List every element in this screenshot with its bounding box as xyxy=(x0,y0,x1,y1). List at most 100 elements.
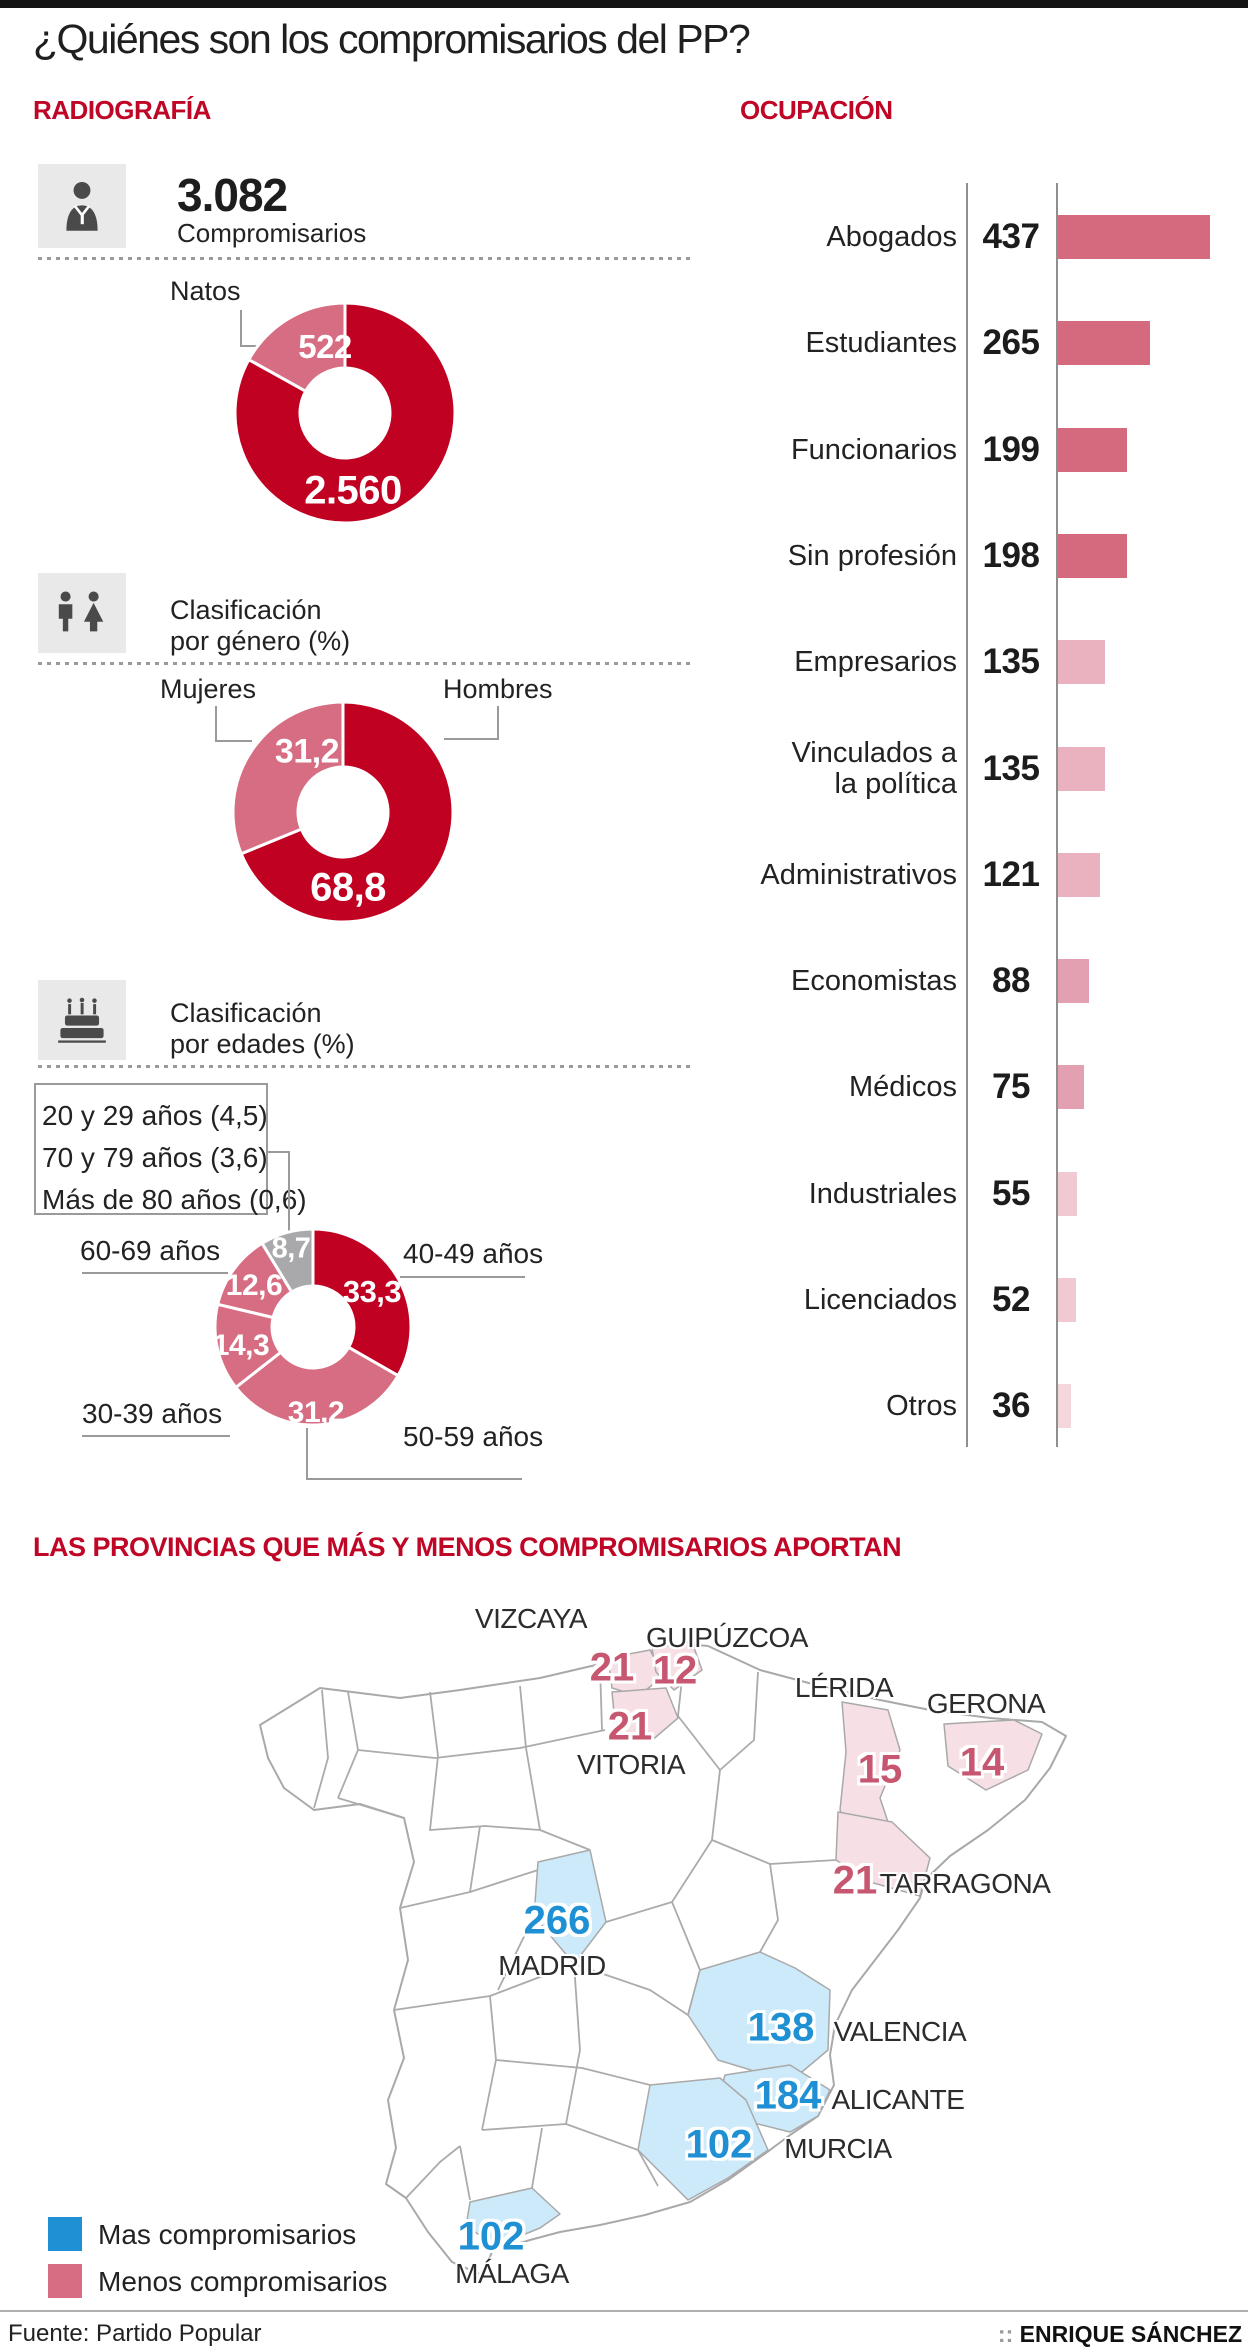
occupation-value-4: 135 xyxy=(982,642,1040,681)
mujeres-connector-v xyxy=(215,706,217,740)
section-heading-provincias: LAS PROVINCIAS QUE MÁS Y MENOS COMPROMIS… xyxy=(33,1532,902,1562)
ages-note-line-3: Más de 80 años (0,6) xyxy=(42,1184,307,1215)
donut-natos xyxy=(233,301,457,525)
occupation-label-8: Médicos xyxy=(700,1053,957,1121)
occupation-value-11: 36 xyxy=(992,1386,1030,1425)
age-connector-50-59-v xyxy=(306,1428,308,1478)
delegate-icon-box xyxy=(38,164,126,248)
map-province-value-madrid: 266 xyxy=(523,1898,591,1943)
birthday-cake-icon xyxy=(58,997,106,1043)
occupation-bar-10 xyxy=(1058,1278,1076,1322)
footer-credit: :: ENRIQUE SÁNCHEZ xyxy=(998,2321,1242,2348)
age-underline-60-69 xyxy=(82,1272,228,1274)
occupation-label-line1: Administrativos xyxy=(760,858,957,891)
donut-edades-slice-4 xyxy=(260,1227,315,1295)
mujeres-connector-h xyxy=(215,740,252,742)
occupation-label-line1: Industriales xyxy=(808,1177,957,1210)
total-label: Compromisarios xyxy=(177,218,367,248)
occupation-label-line1: Economistas xyxy=(790,964,957,997)
occupation-value-3: 198 xyxy=(982,536,1040,575)
age-label-40-49: 40-49 años xyxy=(403,1238,544,1269)
occupation-value-7: 88 xyxy=(992,961,1030,1000)
occupation-label-7: Economistas xyxy=(700,947,957,1015)
map-province-value-murcia: 102 xyxy=(685,2122,753,2167)
occupation-label-line2: la política xyxy=(834,768,957,800)
donut-genero-slice-1 xyxy=(231,700,345,856)
person-icon xyxy=(66,181,98,231)
ages-note-connector-h xyxy=(268,1151,290,1153)
man-woman-icon xyxy=(58,591,104,632)
ages-icon-box xyxy=(38,980,126,1060)
occupation-label-line1: Otros xyxy=(886,1389,957,1422)
occupation-bar-9 xyxy=(1058,1172,1077,1216)
occupation-label-9: Industriales xyxy=(700,1160,957,1228)
gender-icon-box xyxy=(38,573,126,653)
province-borders xyxy=(313,1659,837,2201)
age-connector-50-59-h xyxy=(306,1478,522,1480)
ages-note-line-2: 70 y 79 años (3,6) xyxy=(42,1142,268,1173)
separator-dotted-1 xyxy=(38,257,690,260)
top-border-bar xyxy=(0,0,1248,8)
total-number: 3.082 xyxy=(177,169,288,221)
occupation-bar-2 xyxy=(1058,428,1127,472)
map-province-name-vitoria: VITORIA xyxy=(576,1749,686,1780)
province-madrid xyxy=(533,1849,607,1965)
donut-edades-value-3: 12,6 xyxy=(225,1269,283,1302)
occupation-label-4: Empresarios xyxy=(700,628,957,696)
occupation-label-line1: Funcionarios xyxy=(790,433,957,466)
occupation-bar-11 xyxy=(1058,1384,1071,1428)
age-label-30-39: 30-39 años xyxy=(82,1398,223,1429)
age-underline-30-39 xyxy=(82,1435,230,1437)
occupation-label-line1: Estudiantes xyxy=(805,326,957,359)
occupation-bar-3 xyxy=(1058,534,1127,578)
map-province-value-lerida: 15 xyxy=(857,1747,903,1792)
legend-label-mas: Mas compromisarios xyxy=(98,2219,357,2250)
donut-edades-value-1: 31,2 xyxy=(287,1396,345,1429)
donut-edades-slice-0 xyxy=(311,1227,413,1378)
map-province-value-guipuzcoa: 12 xyxy=(652,1648,698,1693)
occupation-label-1: Estudiantes xyxy=(700,309,957,377)
occupation-label-10: Licenciados xyxy=(700,1266,957,1334)
occupation-label-11: Otros xyxy=(700,1372,957,1440)
hombres-connector-h xyxy=(444,738,499,740)
donut-genero-value-1: 31,2 xyxy=(274,732,340,771)
gender-title-line1: Clasificación xyxy=(170,595,322,625)
occupation-value-0: 437 xyxy=(982,217,1040,256)
occupation-value-2: 199 xyxy=(982,430,1040,469)
map-province-name-malaga: MÁLAGA xyxy=(455,2258,569,2289)
donut-natos-value-0: 2.560 xyxy=(304,468,402,513)
donut-natos-slice-1 xyxy=(246,301,347,394)
natos-connector-v xyxy=(240,310,242,345)
mujeres-label: Mujeres xyxy=(160,674,257,704)
occupation-bar-8 xyxy=(1058,1065,1084,1109)
age-label-60-69: 60-69 años xyxy=(80,1235,221,1266)
highlighted-provinces xyxy=(465,1641,1043,2247)
map-province-name-tarragona: TARRAGONA xyxy=(879,1868,1051,1899)
natos-label: Natos xyxy=(170,276,241,306)
map-province-value-vizcaya: 21 xyxy=(589,1645,635,1690)
map-province-name-lerida: LÉRIDA xyxy=(794,1672,894,1703)
province-alava xyxy=(611,1687,679,1743)
hombres-label: Hombres xyxy=(443,674,553,704)
map-province-value-valencia: 138 xyxy=(747,2005,815,2050)
donut-genero-value-0: 68,8 xyxy=(310,865,386,910)
occupation-label-line1: Licenciados xyxy=(803,1283,957,1316)
donut-genero xyxy=(231,700,455,924)
occupation-label-line1: Médicos xyxy=(849,1070,957,1103)
map-province-name-vizcaya: VIZCAYA xyxy=(474,1603,588,1634)
page-title: ¿Quiénes son los compromisarios del PP? xyxy=(33,16,751,62)
province-murcia xyxy=(637,2077,769,2201)
occupation-label-line1: Vinculados a xyxy=(791,737,957,769)
occupation-value-10: 52 xyxy=(992,1280,1030,1319)
gender-title-line2: por género (%) xyxy=(170,626,351,656)
occupation-label-6: Administrativos xyxy=(700,841,957,909)
donut-natos-value-1: 522 xyxy=(298,328,352,365)
section-heading-radiografia: RADIOGRAFÍA xyxy=(33,95,211,125)
donut-edades-value-4: 8,7 xyxy=(271,1232,311,1265)
donut-edades xyxy=(213,1227,413,1427)
age-underline-40-49 xyxy=(400,1276,525,1278)
occupation-label-5: Vinculados a la política xyxy=(700,735,957,803)
occupation-value-9: 55 xyxy=(992,1174,1030,1213)
map-province-value-vitoria: 21 xyxy=(607,1704,653,1749)
province-valencia xyxy=(687,1951,831,2083)
